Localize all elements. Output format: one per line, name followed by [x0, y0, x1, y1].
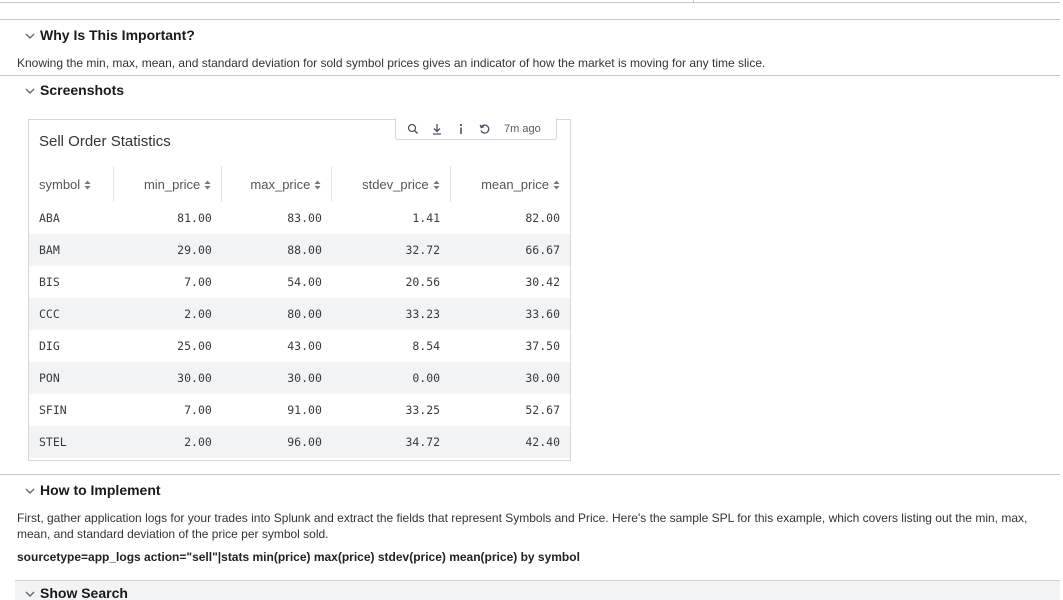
- table-cell-symbol: BIS: [39, 275, 60, 289]
- table-cell-min-price: 81.00: [177, 211, 212, 225]
- table-cell-symbol: DIG: [39, 339, 60, 353]
- table-row: SFIN 7.00 91.00 33.25 52.67: [29, 394, 570, 426]
- column-header-min-price[interactable]: min_price: [113, 166, 223, 202]
- section-divider-how: [0, 474, 1060, 475]
- table-header-row: symbol min_price max_price stdev_price mean_…: [29, 166, 570, 202]
- table-cell-max-price: 80.00: [221, 298, 332, 330]
- table-cell-stdev-price: 32.72: [331, 234, 451, 266]
- table-cell-stdev-price: 8.54: [412, 339, 441, 353]
- sell-order-statistics-panel: Sell Order Statistics 7m ago symbol min_p…: [28, 118, 571, 461]
- table-cell-min-price: 7.00: [184, 275, 212, 289]
- show-search-bar[interactable]: [15, 580, 1060, 600]
- table-cell-stdev-price: 0.00: [331, 362, 451, 394]
- chevron-down-icon: [24, 29, 36, 41]
- table-cell-mean-price: 37.50: [525, 339, 560, 353]
- column-header-mean-price[interactable]: mean_price: [450, 166, 570, 202]
- refresh-icon[interactable]: [478, 122, 492, 136]
- sort-icon: [553, 178, 560, 189]
- sort-icon: [84, 178, 91, 189]
- table-cell-min-price: 29.00: [113, 234, 222, 266]
- table-cell-max-price: 83.00: [287, 211, 322, 225]
- chevron-down-icon: [24, 84, 36, 96]
- chevron-down-icon: [24, 484, 36, 496]
- chevron-down-icon: [24, 587, 36, 599]
- table-cell-max-price: 30.00: [221, 362, 332, 394]
- table-row: BIS 7.00 54.00 20.56 30.42: [29, 266, 570, 298]
- table-cell-symbol: ABA: [39, 211, 60, 225]
- column-header-label: stdev_price: [362, 176, 429, 192]
- section-title-show-search: Show Search: [40, 585, 128, 600]
- section-toggle-show-search[interactable]: Show Search: [24, 585, 128, 600]
- section-toggle-why[interactable]: Why Is This Important?: [24, 27, 195, 43]
- why-description: Knowing the min, max, mean, and standard…: [17, 56, 766, 70]
- table-cell-stdev-price: 1.41: [412, 211, 441, 225]
- top-vertical-divider: [693, 0, 694, 3]
- table-cell-mean-price: 33.60: [450, 298, 570, 330]
- table-body: ABA 81.00 83.00 1.41 82.00 BAM 29.00 88.00 32.72…: [29, 202, 570, 458]
- table-cell-max-price: 96.00: [221, 426, 332, 458]
- section-divider-why: [0, 19, 1060, 20]
- search-icon[interactable]: [406, 122, 420, 136]
- table-cell-max-price: 54.00: [287, 275, 322, 289]
- column-header-symbol[interactable]: symbol: [29, 166, 115, 202]
- table-row: STEL 2.00 96.00 34.72 42.40: [29, 426, 570, 458]
- panel-toolbar: 7m ago: [395, 118, 557, 140]
- table-cell-max-price: 43.00: [287, 339, 322, 353]
- table-cell-symbol: STEL: [29, 426, 114, 458]
- info-icon[interactable]: [454, 122, 468, 136]
- section-divider-screenshots: [0, 75, 1060, 76]
- how-description: First, gather application logs for your …: [17, 511, 1028, 541]
- table-cell-mean-price: 30.00: [450, 362, 570, 394]
- table-cell-stdev-price: 33.23: [331, 298, 451, 330]
- table-cell-max-price: 91.00: [287, 403, 322, 417]
- table-cell-symbol: BAM: [29, 234, 114, 266]
- column-header-label: min_price: [143, 176, 201, 192]
- table-cell-max-price: 88.00: [221, 234, 332, 266]
- column-header-stdev-price[interactable]: stdev_price: [331, 166, 451, 202]
- table-cell-stdev-price: 20.56: [405, 275, 441, 289]
- sort-icon: [314, 178, 321, 189]
- table-cell-mean-price: 66.67: [450, 234, 570, 266]
- section-toggle-screenshots[interactable]: Screenshots: [24, 82, 124, 98]
- column-header-max-price[interactable]: max_price: [221, 166, 333, 202]
- sort-icon: [433, 178, 440, 189]
- section-title-screenshots: Screenshots: [40, 82, 125, 98]
- table-row: PON 30.00 30.00 0.00 30.00: [29, 362, 570, 394]
- table-cell-min-price: 2.00: [113, 426, 222, 458]
- table-cell-min-price: 7.00: [184, 403, 212, 417]
- section-title-why: Why Is This Important?: [40, 27, 195, 43]
- table-cell-symbol: SFIN: [39, 403, 67, 417]
- table-cell-min-price: 30.00: [113, 362, 222, 394]
- table-row: BAM 29.00 88.00 32.72 66.67: [29, 234, 570, 266]
- section-title-how: How to Implement: [40, 482, 161, 498]
- table-cell-stdev-price: 34.72: [331, 426, 451, 458]
- table-cell-mean-price: 42.40: [450, 426, 570, 458]
- table-cell-symbol: PON: [29, 362, 114, 394]
- top-divider: [0, 2, 1060, 3]
- table-cell-min-price: 25.00: [177, 339, 212, 353]
- column-header-label: symbol: [39, 176, 81, 192]
- section-toggle-how[interactable]: How to Implement: [24, 482, 161, 498]
- column-header-label: max_price: [250, 176, 311, 192]
- table-cell-stdev-price: 33.25: [405, 403, 441, 417]
- panel-title: Sell Order Statistics: [39, 133, 171, 150]
- table-row: ABA 81.00 83.00 1.41 82.00: [29, 202, 570, 234]
- last-refresh-time: 7m ago: [504, 122, 541, 135]
- table-cell-mean-price: 82.00: [525, 211, 560, 225]
- table-cell-symbol: CCC: [29, 298, 114, 330]
- table-cell-mean-price: 30.42: [525, 275, 560, 289]
- spl-query: sourcetype=app_logs action="sell"|stats …: [17, 550, 580, 564]
- table-row: CCC 2.00 80.00 33.23 33.60: [29, 298, 570, 330]
- table-row: DIG 25.00 43.00 8.54 37.50: [29, 330, 570, 362]
- export-icon[interactable]: [430, 122, 444, 136]
- table-cell-mean-price: 52.67: [525, 403, 560, 417]
- table-cell-min-price: 2.00: [113, 298, 222, 330]
- sort-icon: [204, 178, 211, 189]
- column-header-label: mean_price: [481, 176, 549, 192]
- stats-table: symbol min_price max_price stdev_price mean_…: [29, 166, 570, 458]
